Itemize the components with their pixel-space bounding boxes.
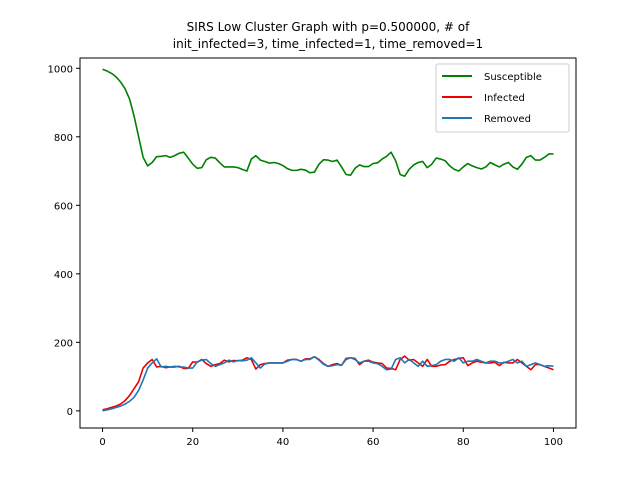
chart-title-line-1: SIRS Low Cluster Graph with p=0.500000, … [187, 20, 470, 34]
legend-label-susceptible: Susceptible [484, 72, 542, 83]
x-tick-label: 60 [367, 437, 380, 448]
y-tick-label: 600 [54, 201, 73, 212]
series-line-susceptible [102, 68, 554, 177]
x-tick-label: 40 [277, 437, 290, 448]
plot-frame [79, 57, 577, 429]
y-tick-label: 200 [54, 338, 73, 349]
y-tick-label: 400 [54, 270, 73, 281]
legend-label-removed: Removed [484, 114, 531, 125]
series-line-removed [102, 355, 554, 412]
x-tick-label: 100 [544, 437, 563, 448]
chart-title-line-2: init_infected=3, time_infected=1, time_r… [173, 37, 483, 51]
x-tick-label: 20 [186, 437, 199, 448]
y-tick-label: 800 [54, 133, 73, 144]
x-tick-label: 0 [99, 437, 105, 448]
y-axis: 0 200 400 600 800 1000 [48, 64, 80, 418]
y-tick-label: 1000 [48, 64, 73, 75]
legend-label-infected: Infected [484, 93, 525, 104]
x-axis: 0 20 40 60 80 100 [99, 428, 563, 448]
y-tick-label: 0 [67, 407, 73, 418]
x-tick-label: 80 [457, 437, 470, 448]
legend: Susceptible Infected Removed [435, 63, 570, 133]
legend-box [435, 63, 570, 133]
series-layer [102, 68, 554, 412]
